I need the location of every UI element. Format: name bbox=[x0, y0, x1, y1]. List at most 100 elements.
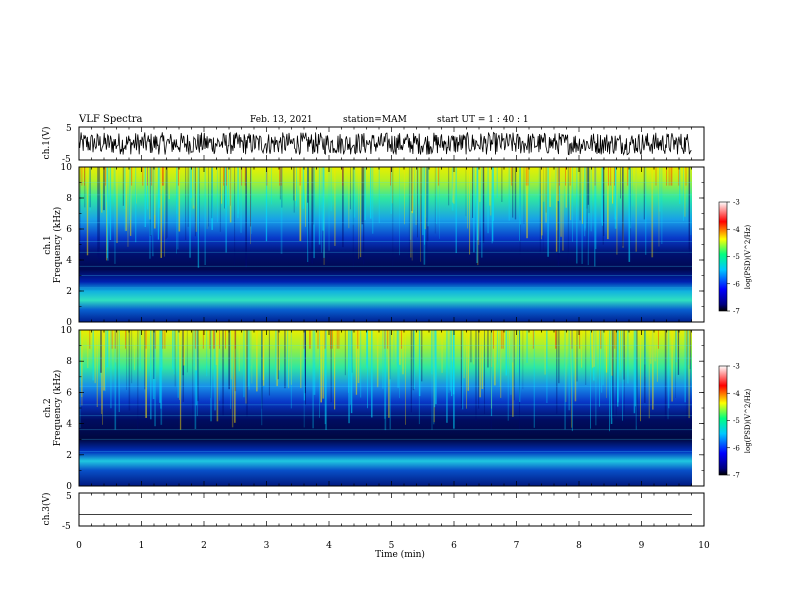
spectrogram-streak bbox=[89, 330, 91, 349]
spectrogram-streak bbox=[581, 330, 583, 368]
spectrogram-streak bbox=[330, 167, 332, 212]
spectrogram-streak bbox=[115, 330, 117, 363]
spectrogram-streak bbox=[151, 167, 153, 186]
spectrogram-streak bbox=[512, 330, 514, 417]
spectrogram-streak bbox=[353, 167, 356, 218]
spectrogram-streak bbox=[478, 330, 480, 409]
spectrogram-streak bbox=[251, 330, 253, 384]
spectrogram-streak bbox=[176, 167, 178, 214]
spectrogram-streak bbox=[541, 167, 543, 236]
spectrogram-streak bbox=[636, 330, 638, 426]
spectrogram-streak bbox=[202, 330, 204, 349]
spectrogram-streak bbox=[441, 330, 443, 373]
spectrogram-streak bbox=[305, 167, 306, 227]
spectrogram-streak bbox=[219, 330, 220, 349]
spectrogram-streak bbox=[603, 167, 605, 237]
colorbar-1-bar bbox=[718, 201, 728, 312]
spectrogram-streak bbox=[265, 167, 268, 242]
spectrogram-streak bbox=[214, 330, 216, 411]
spectrogram-streak bbox=[614, 167, 615, 186]
ch3-ytick-top: 5 bbox=[66, 492, 72, 502]
spectrogram-streak bbox=[622, 167, 624, 247]
spectrogram-streak bbox=[523, 167, 525, 224]
spectrogram-streak bbox=[192, 330, 194, 428]
x-tick-label: 2 bbox=[201, 541, 207, 551]
spectrogram-streak bbox=[587, 167, 589, 266]
spectrogram-streak bbox=[152, 330, 155, 399]
spectrogram-streak bbox=[154, 167, 156, 215]
spectrogram-streak bbox=[305, 330, 306, 405]
spectrogram-streak bbox=[261, 330, 263, 409]
spectrogram-streak bbox=[193, 330, 195, 367]
spectrogram-streak bbox=[687, 330, 689, 366]
spectrogram-streak bbox=[178, 167, 179, 186]
spectrogram-streak bbox=[157, 167, 159, 240]
spectrogram-streak bbox=[560, 167, 562, 237]
spectrogram-streak bbox=[358, 167, 359, 259]
spectrogram-blank-strip bbox=[692, 167, 704, 322]
spectrogram-streak bbox=[162, 167, 163, 186]
spectrogram-streak bbox=[237, 167, 239, 219]
spectrogram-streak bbox=[655, 167, 657, 186]
spectrogram-streak bbox=[158, 167, 161, 208]
spectrogram-streak bbox=[364, 167, 366, 221]
spectrogram-streak bbox=[601, 330, 603, 393]
spectrogram-streak bbox=[571, 330, 573, 349]
spectrogram-streak bbox=[565, 167, 567, 208]
spectrogram-streak bbox=[593, 330, 595, 367]
x-tick-label: 9 bbox=[639, 541, 645, 551]
spectrogram-streak bbox=[690, 330, 692, 423]
spectrogram-streak bbox=[321, 167, 322, 253]
spectrogram-streak bbox=[532, 330, 534, 349]
spectrogram-streak bbox=[546, 330, 548, 370]
spectrogram-streak bbox=[617, 330, 619, 407]
spectrogram-streak bbox=[230, 330, 231, 409]
spectrogram-streak bbox=[678, 167, 680, 186]
spectrogram-streak bbox=[607, 167, 609, 240]
ch1-ylabel-channel: ch.1 bbox=[43, 235, 53, 254]
spectrogram-streak bbox=[418, 167, 419, 204]
spectrogram-streak bbox=[268, 330, 270, 396]
x-tick-labels: 0 1 2 3 4 5 6 7 8 9 10 bbox=[76, 541, 710, 551]
spectrogram-streak bbox=[460, 330, 462, 409]
spectrogram-streak bbox=[541, 167, 542, 240]
spectrogram-streak bbox=[431, 330, 433, 430]
spectrogram-streak bbox=[134, 330, 136, 371]
spectrogram-streak bbox=[453, 330, 455, 429]
spectrogram-streak bbox=[313, 167, 315, 225]
colorbar-tick-label: -3 bbox=[733, 199, 740, 207]
spectrogram-streak bbox=[215, 330, 218, 365]
spectrogram-streak bbox=[195, 330, 197, 371]
spectrogram-streak bbox=[251, 167, 252, 234]
spectrogram-streak bbox=[410, 330, 412, 413]
spectrogram-streak bbox=[228, 167, 229, 206]
spectrogram-streak bbox=[107, 167, 109, 261]
spectrogram-streak bbox=[182, 330, 184, 402]
spectrogram-streak bbox=[124, 167, 126, 232]
spectrogram-streak bbox=[234, 330, 236, 423]
spectrogram-streak bbox=[106, 167, 108, 259]
spectrogram-streak bbox=[564, 330, 566, 430]
spectrogram-streak bbox=[648, 330, 650, 419]
spectrogram-streak bbox=[101, 330, 103, 410]
spectrogram-streak bbox=[593, 330, 595, 381]
spectrogram-streak bbox=[500, 330, 502, 398]
spectrogram-streak bbox=[539, 167, 541, 254]
spectrogram-streak bbox=[467, 167, 468, 229]
spectrogram-streak bbox=[194, 330, 197, 429]
ch1-spectrogram-panel: ch.1 Frequency (kHz) bbox=[43, 166, 705, 323]
spectrogram-streak bbox=[581, 167, 583, 224]
spectrogram-streak bbox=[493, 330, 494, 349]
colorbar-2-label: log(PSD)(V^2/Hz) bbox=[744, 388, 752, 453]
spectrogram-streak bbox=[89, 167, 91, 211]
spectrogram-streak bbox=[129, 167, 131, 221]
spectrogram-streak bbox=[154, 330, 156, 427]
spectrogram-streak bbox=[487, 167, 489, 234]
spectrogram-streak bbox=[405, 330, 406, 425]
spectrogram-streak bbox=[366, 330, 368, 365]
spectrogram-streak bbox=[279, 167, 281, 186]
spectrogram-streak bbox=[576, 330, 578, 382]
spectrogram-streak bbox=[424, 167, 426, 230]
spectrogram-streak bbox=[206, 330, 208, 377]
spectrogram-streak bbox=[562, 167, 564, 251]
